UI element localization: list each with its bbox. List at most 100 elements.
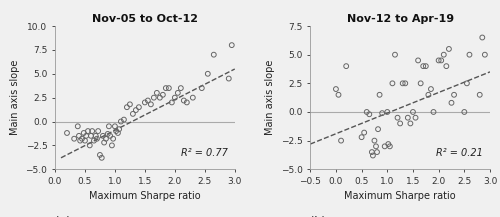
Point — [366, 113, 374, 116]
Point — [370, 139, 378, 142]
Text: (b): (b) — [310, 215, 326, 217]
Point — [183, 101, 191, 104]
Text: R² = 0.77: R² = 0.77 — [180, 148, 228, 158]
Point — [369, 154, 377, 157]
Point — [412, 116, 420, 119]
Point — [373, 150, 381, 154]
Point — [159, 93, 167, 97]
Point — [135, 105, 143, 109]
Point — [228, 43, 236, 47]
Point — [424, 93, 432, 97]
Point — [144, 99, 152, 102]
Point — [358, 135, 366, 139]
Point — [132, 108, 140, 112]
Point — [74, 125, 82, 128]
Point — [111, 125, 119, 128]
Y-axis label: Main axis slope: Main axis slope — [265, 60, 275, 135]
Point — [448, 101, 456, 105]
Point — [100, 141, 108, 144]
Point — [362, 110, 370, 114]
Point — [86, 144, 94, 147]
Point — [81, 139, 89, 142]
Point — [90, 139, 98, 142]
Point — [165, 86, 173, 90]
Point — [414, 59, 422, 62]
Point — [442, 64, 450, 68]
Point — [376, 93, 384, 97]
Point — [96, 153, 104, 157]
Point — [386, 145, 394, 148]
Point — [120, 118, 128, 121]
Point — [434, 59, 442, 62]
Point — [99, 134, 107, 138]
Point — [460, 110, 468, 114]
Point — [481, 53, 489, 56]
Point — [109, 137, 117, 140]
Point — [150, 96, 158, 99]
Point — [337, 139, 345, 142]
Point — [380, 145, 388, 148]
Point — [342, 64, 350, 68]
Point — [409, 110, 417, 114]
Point — [378, 111, 386, 115]
Point — [398, 82, 406, 85]
X-axis label: Maximum Sharpe ratio: Maximum Sharpe ratio — [344, 191, 456, 201]
Point — [402, 82, 409, 85]
Point — [396, 122, 404, 125]
Point — [204, 72, 212, 76]
Point — [93, 137, 101, 140]
Point — [126, 103, 134, 106]
Point — [88, 129, 96, 133]
Point — [463, 82, 471, 85]
Point — [198, 86, 206, 90]
Point — [332, 87, 340, 91]
Point — [114, 131, 122, 135]
Title: Nov-12 to Apr-19: Nov-12 to Apr-19 — [346, 14, 454, 24]
Point — [180, 99, 188, 102]
Point — [156, 96, 164, 99]
Point — [388, 82, 396, 85]
Point — [394, 116, 402, 119]
Point — [478, 36, 486, 39]
Point — [70, 137, 78, 140]
Point — [404, 116, 412, 119]
Point — [171, 96, 179, 99]
Point — [102, 137, 110, 140]
Point — [75, 134, 83, 138]
Point — [384, 110, 392, 114]
Point — [108, 144, 116, 147]
Point — [391, 53, 399, 56]
Point — [427, 87, 435, 91]
Point — [440, 53, 448, 56]
Point — [422, 64, 430, 68]
Point — [360, 131, 368, 134]
Point — [476, 93, 484, 97]
Point — [98, 156, 106, 159]
Point — [210, 53, 218, 56]
Point — [112, 129, 120, 133]
Point — [374, 127, 382, 131]
Point — [168, 101, 176, 104]
Point — [225, 77, 233, 80]
Point — [406, 122, 414, 125]
Point — [416, 82, 424, 85]
Point — [82, 134, 90, 138]
Point — [445, 47, 453, 51]
Point — [104, 132, 112, 136]
X-axis label: Maximum Sharpe ratio: Maximum Sharpe ratio — [89, 191, 200, 201]
Point — [94, 129, 102, 133]
Point — [141, 101, 149, 104]
Point — [174, 91, 182, 95]
Point — [177, 86, 185, 90]
Point — [78, 137, 86, 140]
Text: (a): (a) — [55, 215, 70, 217]
Point — [419, 64, 427, 68]
Point — [106, 134, 114, 138]
Point — [372, 145, 380, 148]
Point — [63, 131, 71, 135]
Text: R² = 0.21: R² = 0.21 — [436, 148, 483, 158]
Title: Nov-05 to Oct-12: Nov-05 to Oct-12 — [92, 14, 198, 24]
Point — [153, 91, 161, 95]
Point — [76, 139, 84, 142]
Point — [87, 134, 95, 138]
